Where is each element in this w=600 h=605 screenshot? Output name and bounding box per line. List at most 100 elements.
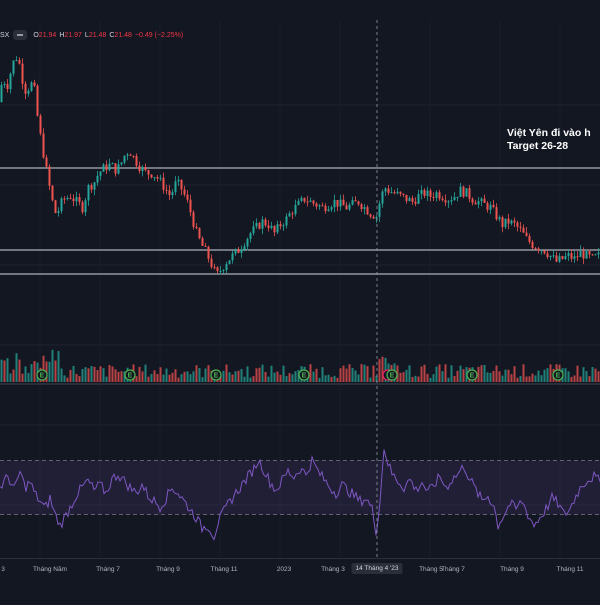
volume-bar — [402, 372, 405, 382]
x-tick-label: Tháng Năm — [33, 566, 67, 573]
candle-body — [288, 213, 291, 217]
volume-bar — [267, 376, 270, 382]
high-label: H — [59, 31, 65, 39]
volume-bar — [78, 376, 81, 382]
candle-body — [420, 189, 423, 195]
candle-body — [501, 217, 504, 228]
candle-body — [24, 83, 27, 94]
candle-body — [273, 225, 276, 233]
candle-body — [192, 212, 195, 227]
symbol-label[interactable]: SX — [0, 31, 10, 39]
volume-bar — [450, 365, 453, 382]
candle-body — [573, 256, 576, 259]
candle-body — [396, 191, 399, 194]
volume-bar — [258, 367, 261, 382]
candle-body — [459, 186, 462, 197]
candle-body — [114, 163, 117, 174]
candle-body — [477, 201, 480, 205]
candle-body — [282, 225, 285, 227]
candle-body — [138, 165, 141, 172]
candle-body — [453, 197, 456, 201]
candle-body — [36, 85, 39, 116]
volume-bar — [531, 373, 534, 382]
volume-bar — [579, 376, 582, 382]
volume-bar — [321, 367, 324, 382]
volume-bar — [138, 366, 141, 382]
volume-bar — [219, 375, 222, 382]
candle-body — [318, 205, 321, 207]
pane-separator — [0, 383, 600, 385]
volume-bar — [414, 375, 417, 382]
earnings-marker-label: E — [302, 373, 307, 380]
crosshair-date-label: 14 Tháng 4 '23 — [351, 563, 403, 574]
volume-bar — [105, 376, 108, 382]
volume-bar — [573, 375, 576, 382]
volume-bar — [249, 377, 252, 382]
candle-body — [537, 248, 540, 251]
volume-bar — [201, 377, 204, 382]
x-tick-label: Tháng 5 — [419, 566, 443, 573]
candle-body — [465, 188, 468, 197]
volume-bar — [339, 368, 342, 382]
visibility-icon[interactable] — [13, 30, 28, 40]
volume-bar — [27, 372, 30, 382]
volume-bar — [417, 376, 420, 382]
candle-body — [15, 59, 18, 61]
volume-bar — [72, 365, 75, 382]
volume-bar — [96, 370, 99, 382]
low-value: 21.48 — [88, 31, 107, 39]
volume-bar — [264, 371, 267, 382]
candle-body — [363, 207, 366, 210]
candle-body — [507, 218, 510, 224]
candle-body — [117, 164, 120, 174]
candle-body — [402, 193, 405, 195]
volume-bar — [411, 377, 414, 382]
volume-bar — [477, 366, 480, 382]
candle-body — [372, 216, 375, 219]
volume-bar — [462, 369, 465, 382]
candle-body — [297, 200, 300, 205]
close-label: C — [109, 31, 115, 39]
candle-body — [228, 260, 231, 265]
candle-body — [240, 249, 243, 253]
volume-bar — [93, 366, 96, 382]
volume-bar — [342, 365, 345, 382]
candle-body — [105, 164, 108, 171]
x-tick-label: Tháng 7 — [96, 566, 120, 573]
candle-body — [234, 249, 237, 254]
candle-body — [231, 253, 234, 261]
candle-body — [183, 189, 186, 195]
candle-body — [123, 155, 126, 163]
earnings-marker-label: E — [214, 373, 219, 380]
earnings-marker-label: E — [128, 373, 133, 380]
candle-body — [348, 204, 351, 210]
volume-bar — [90, 366, 93, 382]
volume-bar — [243, 376, 246, 382]
volume-bar — [273, 372, 276, 382]
volume-bar — [180, 374, 183, 382]
candle-body — [429, 190, 432, 197]
low-label: L — [84, 31, 89, 39]
volume-bar — [294, 371, 297, 382]
candle-body — [393, 192, 396, 194]
candle-body — [75, 197, 78, 202]
candle-body — [156, 177, 159, 179]
earnings-marker — [36, 369, 48, 381]
text-annotation[interactable]: Việt Yên đi vào h Target 26-28 — [507, 127, 591, 153]
volume-bar — [171, 372, 174, 382]
volume-bar — [69, 369, 72, 382]
volume-bar — [597, 371, 600, 382]
candle-body — [357, 201, 360, 205]
volume-bar — [57, 350, 60, 382]
volume-bar — [441, 371, 444, 382]
earnings-marker — [386, 369, 398, 381]
volume-bar — [345, 368, 348, 382]
candle-body — [285, 216, 288, 226]
volume-bar — [546, 368, 549, 382]
volume-bar — [276, 371, 279, 382]
candle-body — [189, 199, 192, 213]
candle-body — [87, 185, 90, 201]
